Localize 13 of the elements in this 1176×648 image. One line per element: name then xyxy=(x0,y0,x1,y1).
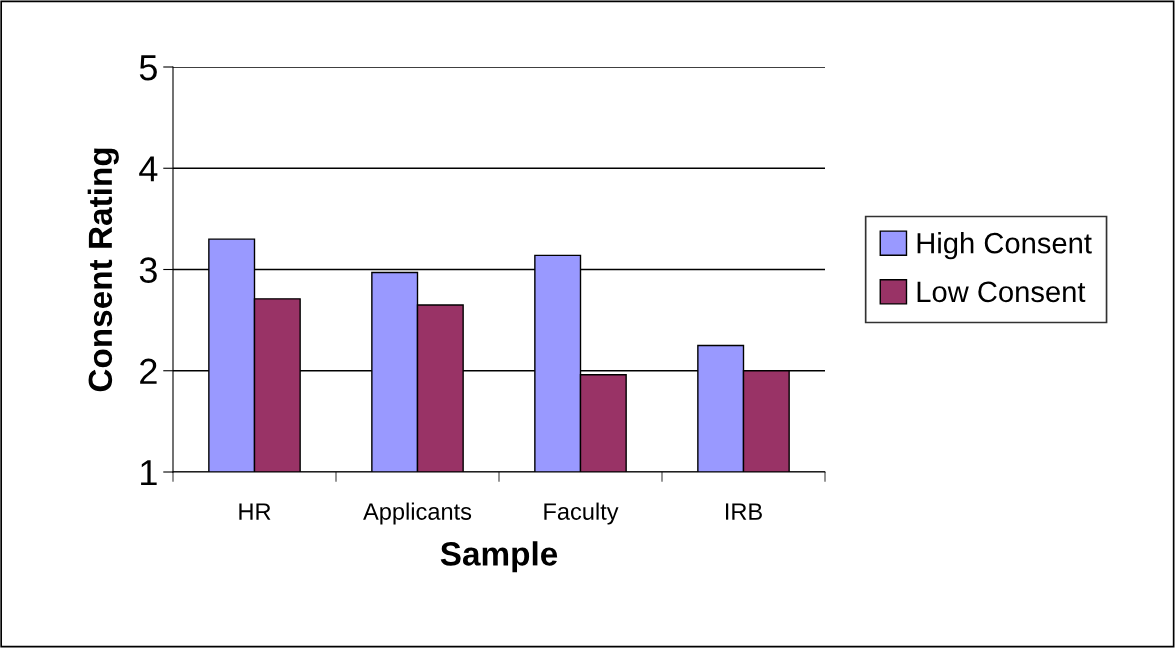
y-tick-label: 4 xyxy=(139,156,158,182)
y-tick-label: 3 xyxy=(139,257,157,283)
legend-label: Low Consent xyxy=(917,281,1086,303)
y-tick-label: 5 xyxy=(139,55,157,81)
y-axis-title: Consent Rating xyxy=(87,148,119,392)
x-tick-label: Applicants xyxy=(363,502,472,525)
x-tick-label: IRB xyxy=(726,503,762,520)
legend-label: High Consent xyxy=(917,232,1092,260)
x-axis-title: Sample xyxy=(440,541,558,573)
x-tick-label: HR xyxy=(239,503,271,520)
x-tick-label: Faculty xyxy=(544,502,619,525)
y-tick-label: 1 xyxy=(141,460,157,486)
y-tick-label: 2 xyxy=(140,358,157,384)
